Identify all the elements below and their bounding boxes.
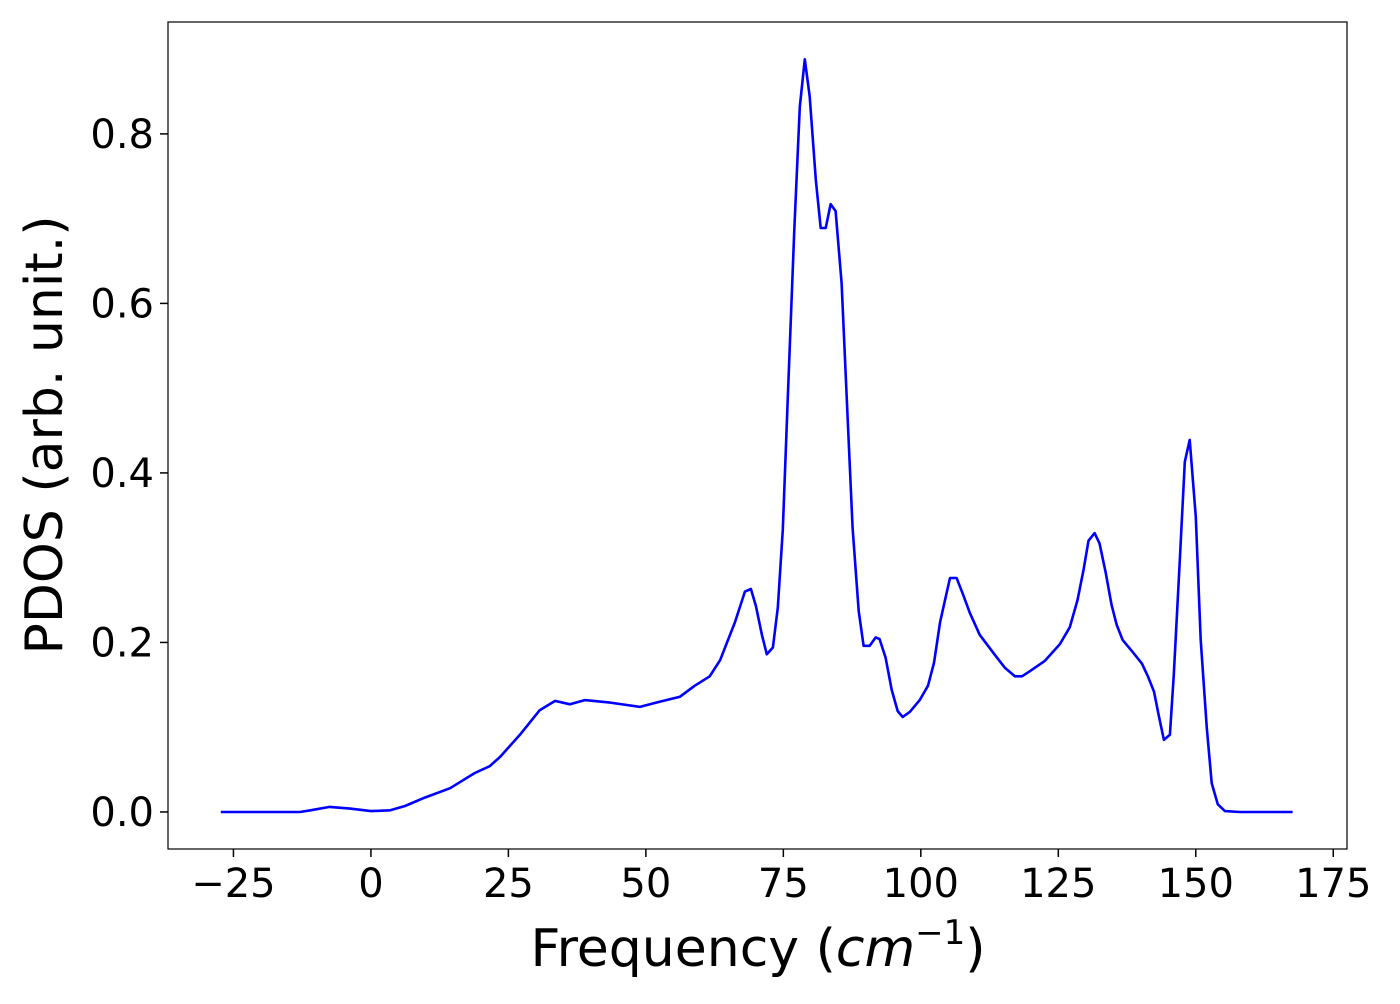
y-tick-label: 0.8 xyxy=(90,112,154,158)
y-tick-label: 0.4 xyxy=(90,451,154,497)
y-tick-label: 0.2 xyxy=(90,620,154,666)
x-tick-label: 0 xyxy=(358,861,383,907)
x-label-text: ) xyxy=(965,919,985,979)
y-tick-label: 0.6 xyxy=(90,281,154,327)
x-label-sup: −1 xyxy=(915,913,965,953)
x-label-text: Frequency ( xyxy=(530,919,835,979)
x-tick-label: 175 xyxy=(1295,861,1371,907)
plot-frame xyxy=(167,21,1348,850)
x-tick-label: 25 xyxy=(483,861,534,907)
x-tick-label: 100 xyxy=(883,861,959,907)
x-tick-label: 50 xyxy=(620,861,671,907)
data-line xyxy=(220,58,1293,814)
x-axis-label: Frequency (cm−1) xyxy=(530,913,985,979)
x-tick-label: 75 xyxy=(758,861,809,907)
x-label-math: cm xyxy=(836,919,915,979)
x-tick-label: −25 xyxy=(191,861,275,907)
x-tick-label: 125 xyxy=(1020,861,1096,907)
x-tick-label: 150 xyxy=(1158,861,1234,907)
y-axis-label: PDOS (arb. unit.) xyxy=(15,215,75,654)
y-tick-label: 0.0 xyxy=(90,790,154,836)
